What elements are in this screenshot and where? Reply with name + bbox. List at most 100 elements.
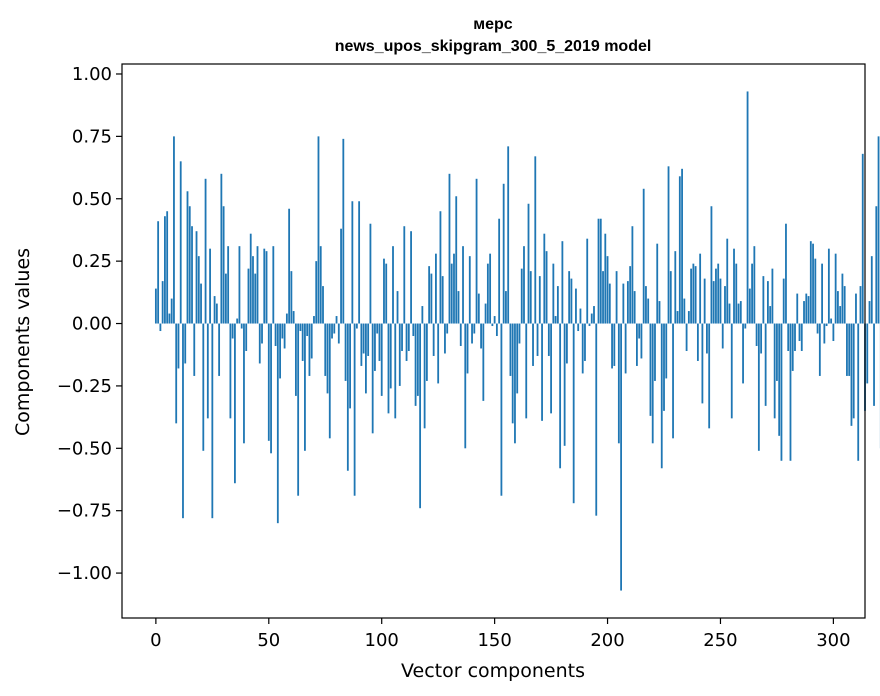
bar-243 [703, 278, 706, 324]
bar-31 [224, 273, 227, 324]
bar-191 [586, 238, 589, 324]
bar-177 [554, 316, 557, 324]
bar-285 [798, 323, 801, 341]
bar-47 [261, 323, 263, 344]
bar-287 [803, 301, 805, 324]
bar-189 [581, 323, 584, 374]
x-axis-title: Vector components [401, 660, 585, 682]
bar-2 [159, 323, 162, 332]
bar-52 [272, 246, 275, 324]
bar-276 [778, 323, 781, 436]
bar-130 [448, 173, 451, 324]
bar-282 [791, 323, 794, 371]
bar-255 [730, 323, 733, 419]
bar-110 [403, 226, 406, 324]
bar-37 [238, 246, 241, 324]
bar-202 [611, 323, 613, 369]
bar-316 [868, 301, 871, 324]
y-tick-label: −0.50 [57, 438, 112, 459]
bar-242 [701, 323, 704, 404]
bar-38 [240, 323, 243, 329]
bar-65 [301, 323, 304, 361]
bar-217 [645, 286, 647, 324]
bar-23 [206, 323, 209, 419]
x-tick-label: 150 [477, 630, 511, 651]
bar-10 [177, 323, 180, 369]
bar-60 [290, 271, 293, 324]
bar-256 [733, 248, 735, 324]
bar-99 [378, 323, 381, 361]
x-tick-label: 300 [816, 630, 850, 651]
bar-42 [249, 233, 252, 324]
bar-167 [532, 323, 534, 366]
bar-308 [850, 323, 853, 426]
bar-97 [374, 323, 376, 371]
bar-13 [184, 323, 187, 364]
bar-215 [640, 323, 643, 359]
bar-11 [179, 161, 182, 324]
bar-113 [410, 231, 412, 324]
bar-229 [672, 323, 674, 439]
bar-205 [617, 323, 620, 444]
bar-203 [613, 323, 616, 366]
bar-139 [468, 256, 471, 324]
bar-128 [444, 323, 446, 354]
bar-187 [577, 323, 580, 332]
bar-132 [453, 253, 455, 324]
bar-16 [191, 226, 193, 324]
bar-171 [541, 323, 543, 421]
bar-146 [484, 303, 487, 324]
bar-269 [762, 276, 765, 324]
bar-106 [394, 323, 397, 419]
bar-273 [771, 268, 774, 324]
bar-124 [435, 253, 437, 324]
bar-318 [873, 323, 875, 406]
bar-241 [699, 253, 702, 324]
bar-118 [421, 306, 424, 324]
y-axis-ticks: −1.00 −0.75 −0.50 −0.25 0.00 0.25 0.50 0.75 1.00 [57, 64, 122, 584]
bar-165 [527, 203, 530, 324]
bar-138 [466, 323, 469, 374]
bar-302 [837, 291, 839, 324]
bar-222 [656, 243, 659, 324]
bar-224 [660, 323, 663, 469]
bar-122 [430, 273, 433, 324]
bar-254 [728, 303, 731, 324]
bar-259 [739, 301, 742, 324]
bar-28 [218, 323, 221, 376]
bar-8 [173, 136, 175, 324]
bar-209 [626, 281, 629, 324]
bar-48 [263, 248, 266, 324]
bar-55 [279, 323, 281, 379]
bar-156 [507, 146, 510, 324]
bar-134 [457, 291, 460, 324]
bar-157 [509, 323, 512, 376]
x-axis-ticks: 0 50 100 150 200 250 300 [150, 618, 851, 651]
bar-87 [351, 201, 354, 324]
bar-22 [204, 178, 207, 324]
bar-211 [631, 226, 634, 324]
bar-221 [654, 323, 656, 381]
bar-74 [322, 286, 324, 324]
bar-109 [401, 323, 403, 351]
bar-272 [769, 306, 772, 324]
bar-0 [154, 288, 157, 324]
bar-231 [676, 311, 679, 324]
bar-283 [794, 323, 796, 351]
bar-319 [875, 206, 878, 324]
bar-278 [782, 278, 785, 324]
bar-120 [425, 323, 428, 381]
y-tick-label: −1.00 [57, 563, 112, 584]
bar-142 [475, 178, 478, 324]
bar-261 [744, 323, 747, 329]
bar-185 [572, 323, 575, 504]
bar-196 [597, 218, 600, 324]
bar-305 [843, 286, 846, 324]
bar-303 [839, 306, 842, 324]
bar-76 [326, 323, 329, 394]
bar-15 [188, 206, 191, 324]
bar-193 [590, 313, 593, 324]
bar-248 [715, 268, 717, 324]
bar-288 [805, 293, 808, 324]
